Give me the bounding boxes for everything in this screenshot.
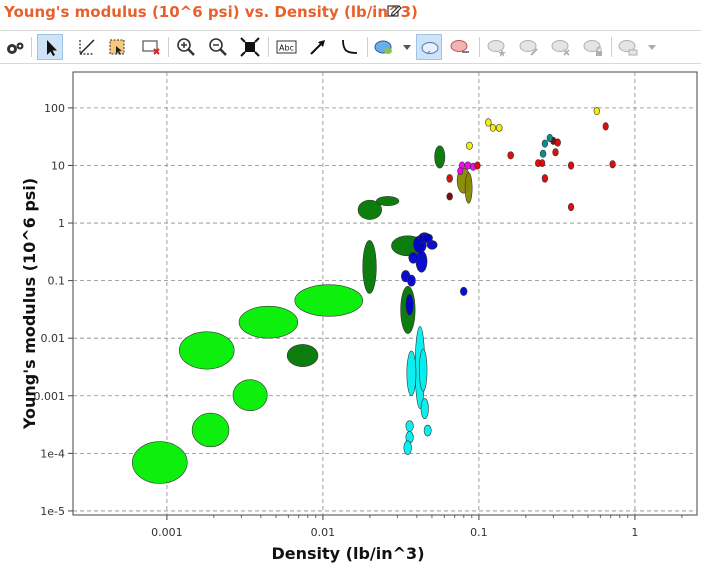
bubble-elastomer bbox=[406, 350, 417, 397]
bubble-metal bbox=[507, 151, 514, 160]
bubble-polymer bbox=[362, 240, 377, 294]
bubble-outline-icon[interactable] bbox=[416, 34, 442, 60]
bubble-polymer bbox=[357, 199, 382, 220]
bubble-ceramic bbox=[465, 141, 473, 150]
bubble-metal bbox=[554, 138, 561, 147]
bubble-foam bbox=[191, 412, 230, 448]
bubble-navy-group bbox=[422, 233, 433, 243]
bubble-delete-icon bbox=[548, 34, 574, 60]
region-select-icon[interactable] bbox=[104, 34, 130, 60]
bubble-ceramic bbox=[593, 107, 600, 116]
fit-icon[interactable] bbox=[237, 34, 263, 60]
bubble-navy-group bbox=[407, 274, 416, 287]
bubble-navy-group bbox=[408, 252, 418, 264]
bubble-options-icon bbox=[615, 34, 641, 60]
bubble-ceramic bbox=[495, 123, 503, 132]
bubble-foam bbox=[178, 331, 235, 370]
y-tick-label: 100 bbox=[44, 102, 65, 115]
bubble-elastomer bbox=[420, 398, 429, 419]
bubble-foam bbox=[132, 441, 188, 484]
bubble-maroon-group bbox=[446, 192, 453, 201]
x-tick-label: 0.01 bbox=[311, 526, 336, 539]
bubble-lock-icon bbox=[580, 34, 606, 60]
x-tick-label: 0.001 bbox=[151, 526, 183, 539]
chevron-down-icon bbox=[648, 45, 656, 50]
bubble-elastomer bbox=[419, 348, 428, 392]
bubble-teal-group bbox=[546, 133, 553, 143]
bubble-elastomer bbox=[423, 424, 432, 437]
y-tick-label: 0.01 bbox=[41, 332, 66, 345]
bubble-star-icon bbox=[484, 34, 510, 60]
bubble-navy-group bbox=[460, 286, 468, 296]
bubble-magenta-group bbox=[457, 166, 464, 176]
bubble-metal bbox=[567, 203, 575, 212]
bubble-metal bbox=[552, 148, 559, 157]
bubble-elastomer bbox=[403, 440, 412, 455]
y-tick-label: 0.1 bbox=[48, 275, 66, 288]
arrow-line-icon[interactable] bbox=[305, 34, 331, 60]
bubble-foam bbox=[294, 284, 364, 317]
bubble-elastomer bbox=[405, 420, 414, 432]
bubble-metal bbox=[474, 161, 481, 170]
bubble-edit-icon bbox=[516, 34, 542, 60]
bubble-olive-group bbox=[464, 172, 473, 204]
bubble-hide-icon[interactable] bbox=[447, 34, 473, 60]
y-axis-label: Young's modulus (10^6 psi) bbox=[20, 178, 39, 430]
y-tick-label: 10 bbox=[51, 159, 65, 172]
x-tick-label: 0.1 bbox=[470, 526, 488, 539]
zoom-out-icon[interactable] bbox=[205, 34, 231, 60]
y-tick-label: 0.001 bbox=[34, 390, 66, 403]
chevron-down-icon[interactable] bbox=[403, 45, 411, 50]
y-tick-label: 1e-5 bbox=[40, 505, 65, 518]
bubble-metal bbox=[609, 160, 616, 169]
bubble-teal-group bbox=[541, 139, 549, 148]
x-axis-label: Density (lb/in^3) bbox=[272, 544, 425, 563]
box-delete-icon[interactable] bbox=[138, 34, 164, 60]
y-tick-label: 1 bbox=[58, 217, 65, 230]
bubble-ceramic bbox=[485, 118, 492, 127]
bubble-metal bbox=[539, 159, 546, 168]
bubble-ceramic bbox=[489, 123, 496, 132]
bubble-metal bbox=[446, 174, 453, 183]
chart-toolbar: Abc bbox=[0, 30, 701, 64]
bubble-foam bbox=[232, 379, 268, 412]
title-bar: Young's modulus (10^6 psi) vs. Density (… bbox=[0, 0, 701, 26]
zoom-in-icon[interactable] bbox=[173, 34, 199, 60]
bubble-navy-group bbox=[415, 250, 428, 273]
bubble-metal bbox=[602, 122, 609, 131]
curve-icon[interactable] bbox=[336, 34, 362, 60]
chart-svg[interactable]: 0.001 0.01 0.1 1 1e-5 1e-4 0.001 0.01 0.1 1 10 100 D… bbox=[0, 62, 701, 563]
bubble-foam bbox=[238, 305, 299, 339]
window-title: Young's modulus (10^6 psi) vs. Density (… bbox=[4, 3, 418, 21]
bubble-teal-group bbox=[539, 149, 547, 158]
chart-area: 0.001 0.01 0.1 1 1e-5 1e-4 0.001 0.01 0.1 1 10 100 D… bbox=[0, 62, 701, 563]
plot-area bbox=[72, 71, 698, 516]
bubble-navy-group bbox=[405, 293, 414, 316]
bubble-navy-group bbox=[426, 240, 438, 250]
bubble-icon[interactable] bbox=[371, 34, 397, 60]
bubble-polymer bbox=[434, 145, 446, 169]
axis-icon[interactable] bbox=[74, 34, 100, 60]
x-tick-label: 1 bbox=[631, 526, 638, 539]
bubble-metal bbox=[567, 161, 575, 170]
bubble-metal bbox=[541, 174, 549, 183]
arrow-pointer-icon[interactable] bbox=[37, 34, 63, 60]
text-abc-icon[interactable]: Abc bbox=[273, 34, 299, 60]
svg-text:Abc: Abc bbox=[279, 44, 294, 53]
bubble-polymer bbox=[286, 344, 319, 367]
bubble-polymer bbox=[376, 196, 400, 207]
y-tick-label: 1e-4 bbox=[40, 447, 65, 460]
pencil-edit-icon[interactable] bbox=[386, 3, 402, 19]
gears-icon[interactable] bbox=[2, 34, 28, 60]
